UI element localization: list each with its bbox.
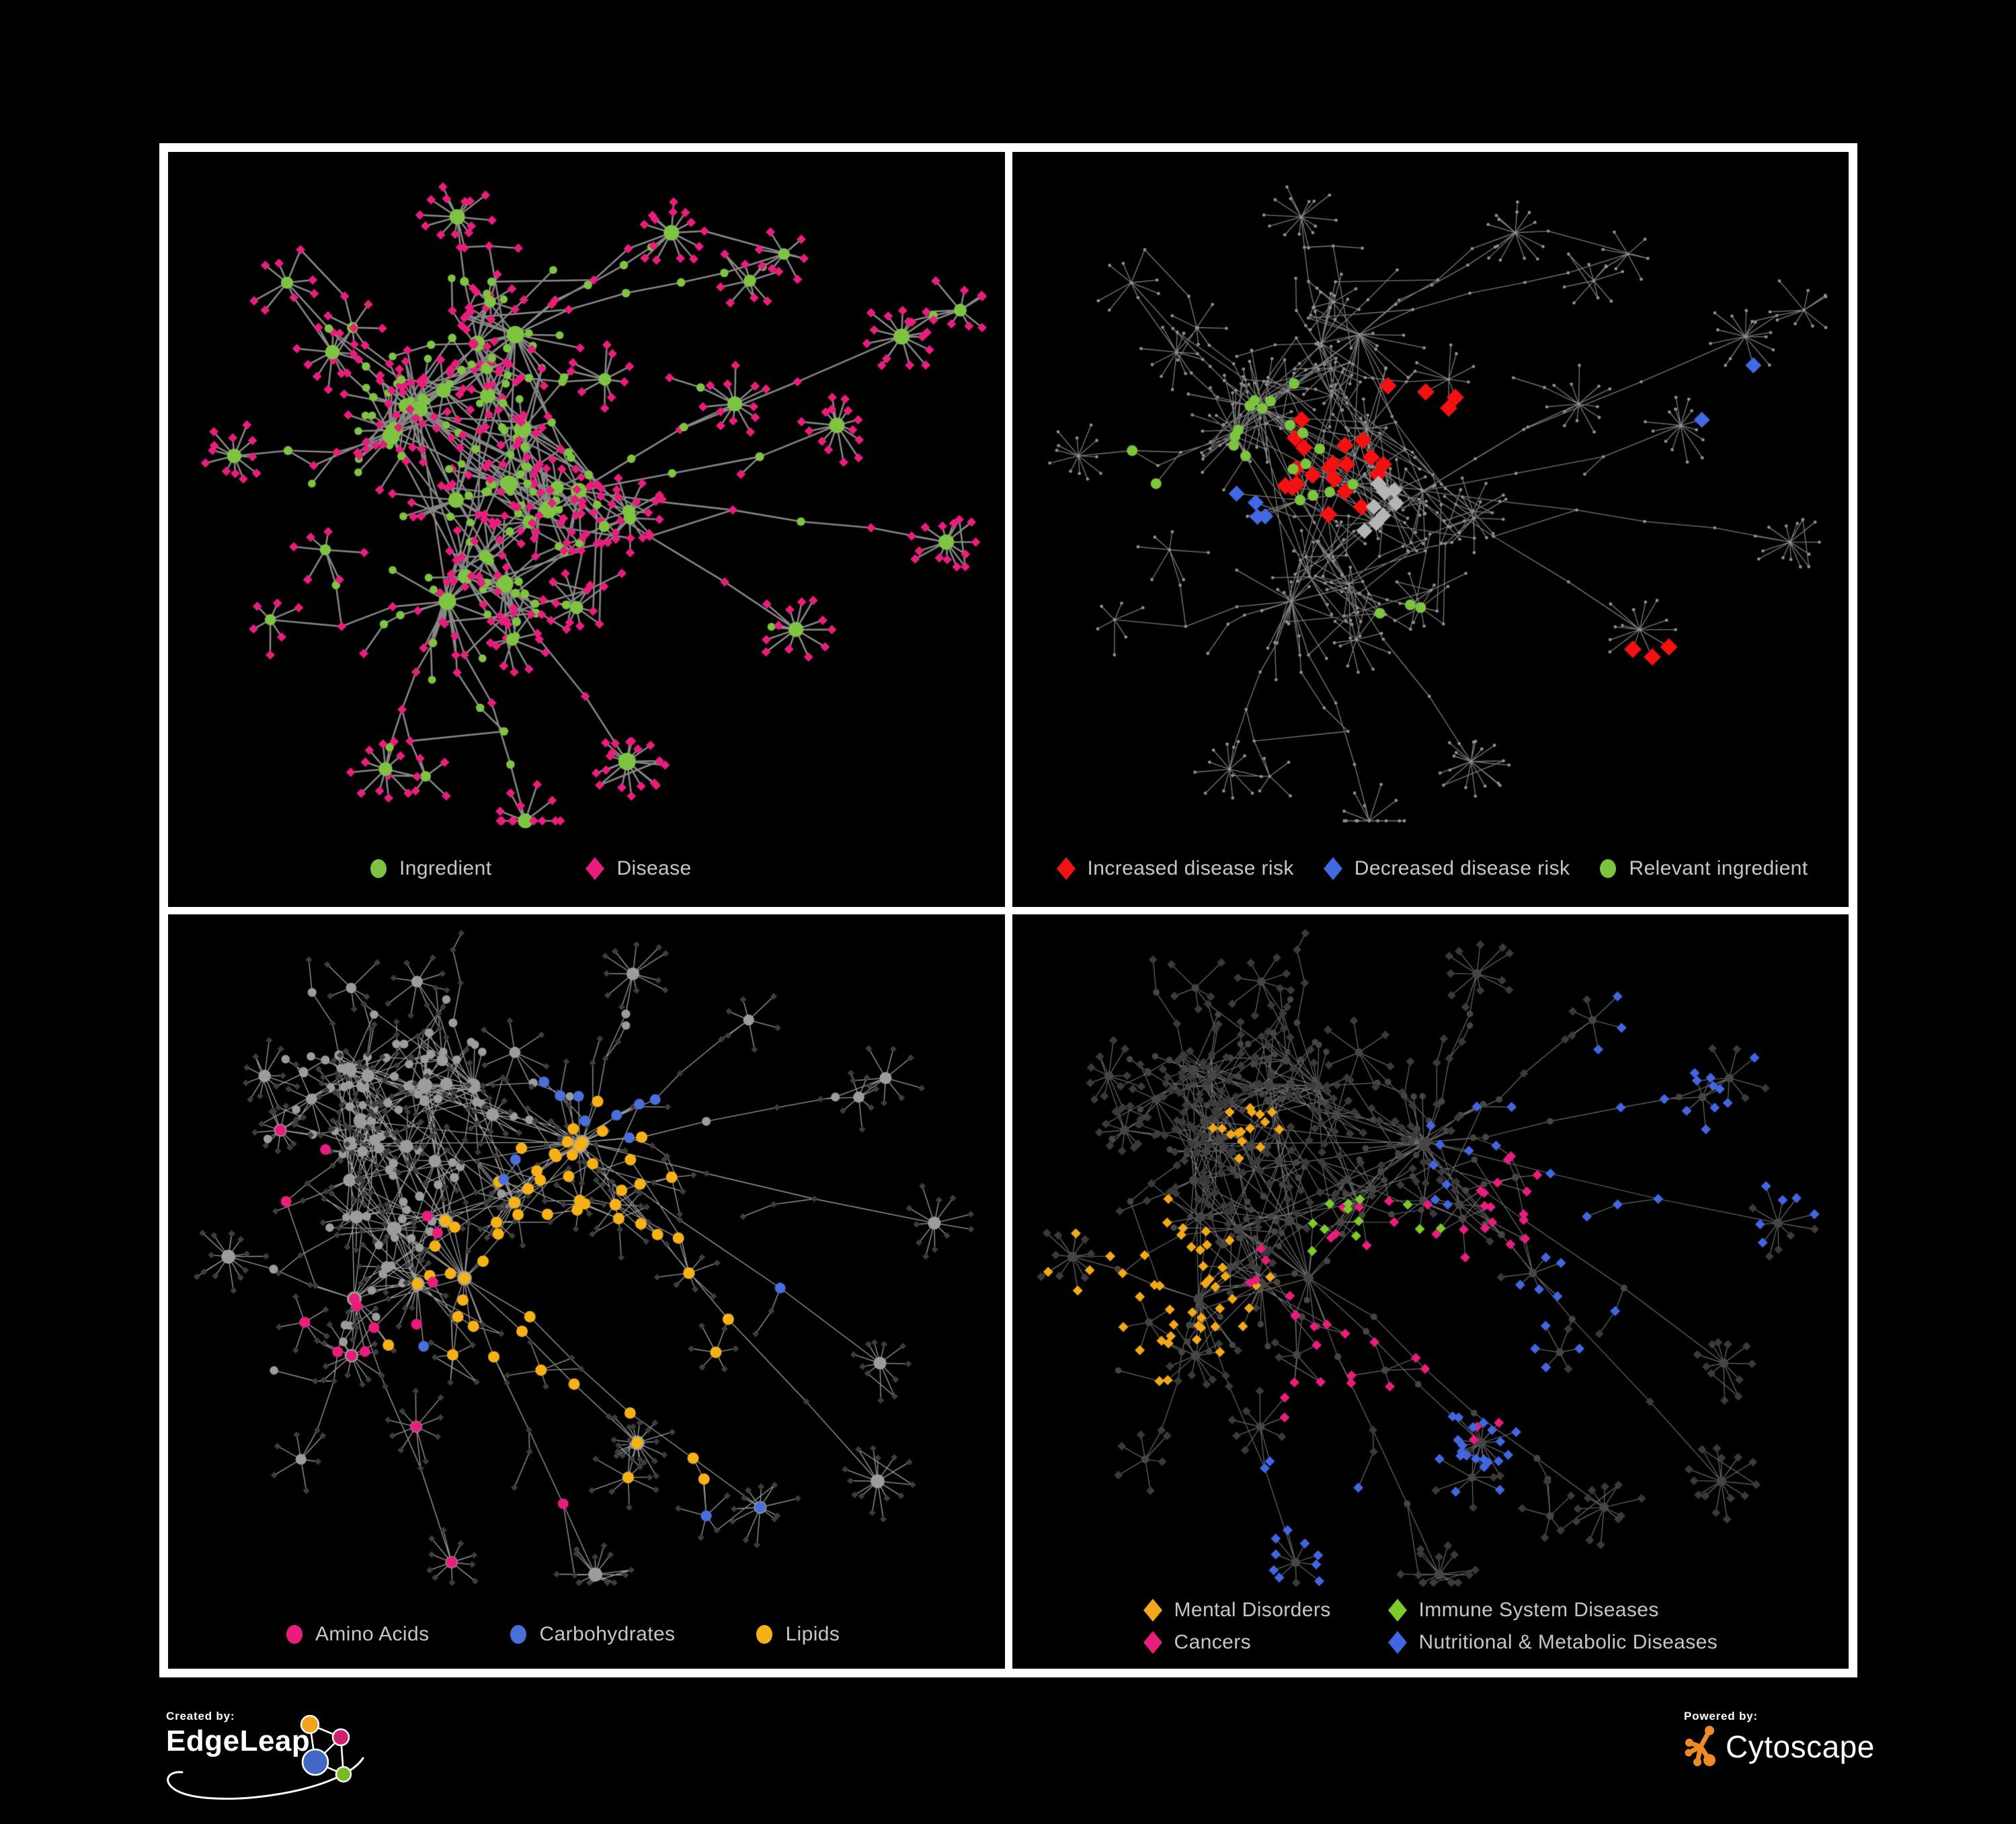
legend-item-relevant-ingredient: Relevant ingredient — [1599, 857, 1808, 880]
legend-item-disease: Disease — [586, 857, 691, 880]
circle-marker-icon — [286, 1625, 303, 1644]
panel-grid: Ingredient Disease Increased disease ris… — [159, 143, 1857, 1677]
panel-disease-risk: Increased disease risk Decreased disease… — [1012, 152, 1849, 907]
panel-nutrient-classes: Amino Acids Carbohydrates Lipids — [168, 914, 1005, 1669]
legend-label: Immune System Diseases — [1418, 1599, 1659, 1621]
edgeleap-credit: Created by: EdgeLeap — [166, 1710, 421, 1824]
legend-label: Decreased disease risk — [1354, 857, 1570, 879]
legend-nutrient-classes: Amino Acids Carbohydrates Lipids — [286, 1623, 840, 1646]
panel-disease-classes: Mental Disorders Immune System Diseases … — [1012, 914, 1849, 1669]
edgeleap-logo-text: EdgeLeap — [166, 1724, 311, 1757]
legend-label: Increased disease risk — [1087, 857, 1294, 879]
diamond-marker-icon — [1387, 1599, 1407, 1622]
legend-label: Disease — [616, 857, 692, 879]
legend-item-nutritional-metabolic-diseases: Nutritional & Metabolic Diseases — [1387, 1631, 1718, 1654]
diamond-marker-icon — [1387, 1631, 1407, 1654]
legend-disease-risk: Increased disease risk Decreased disease… — [1056, 857, 1808, 880]
legend-label: Mental Disorders — [1174, 1599, 1331, 1621]
legend-item-decreased-risk: Decreased disease risk — [1323, 857, 1570, 880]
network-canvas-ingredient-disease — [168, 152, 1005, 907]
legend-ingredient-disease: Ingredient Disease — [370, 857, 692, 880]
legend-label: Carbohydrates — [539, 1623, 676, 1645]
diamond-marker-icon — [1056, 857, 1076, 880]
legend-label: Ingredient — [399, 857, 492, 879]
created-by-label: Created by: — [166, 1710, 235, 1722]
legend-label: Amino Acids — [315, 1623, 430, 1645]
legend-label: Relevant ingredient — [1629, 857, 1808, 879]
legend-label: Nutritional & Metabolic Diseases — [1418, 1631, 1718, 1653]
diamond-marker-icon — [1323, 857, 1342, 880]
edgeleap-logo-icon — [300, 1714, 352, 1783]
legend-item-amino-acids: Amino Acids — [286, 1623, 429, 1646]
network-canvas-disease-risk — [1012, 152, 1849, 907]
network-canvas-disease-classes — [1012, 914, 1849, 1669]
powered-by-label: Powered by: — [1684, 1710, 1758, 1722]
legend-item-increased-risk: Increased disease risk — [1056, 857, 1294, 880]
legend-item-mental-disorders: Mental Disorders — [1143, 1599, 1388, 1622]
cytoscape-credit: Powered by: Cytoscape — [1684, 1710, 1899, 1790]
legend-item-immune-system-diseases: Immune System Diseases — [1387, 1599, 1718, 1622]
diamond-marker-icon — [1143, 1599, 1162, 1622]
legend-label: Cancers — [1174, 1631, 1252, 1653]
legend-disease-classes: Mental Disorders Immune System Diseases … — [1143, 1599, 1718, 1654]
cytoscape-logo-text: Cytoscape — [1726, 1729, 1875, 1764]
legend-item-cancers: Cancers — [1143, 1631, 1388, 1654]
network-canvas-nutrient-classes — [168, 914, 1005, 1669]
circle-marker-icon — [1600, 859, 1617, 878]
legend-label: Lipids — [785, 1623, 840, 1645]
circle-marker-icon — [370, 859, 387, 878]
circle-marker-icon — [510, 1625, 527, 1644]
diamond-marker-icon — [586, 857, 605, 880]
cytoscape-logo-icon — [1685, 1726, 1716, 1766]
circle-marker-icon — [756, 1625, 773, 1644]
diamond-marker-icon — [1143, 1631, 1162, 1654]
legend-item-carbohydrates: Carbohydrates — [510, 1623, 675, 1646]
legend-item-lipids: Lipids — [756, 1623, 840, 1646]
edgeleap-swoosh-icon — [167, 1757, 364, 1800]
panel-ingredient-disease: Ingredient Disease — [168, 152, 1005, 907]
legend-item-ingredient: Ingredient — [370, 857, 491, 880]
